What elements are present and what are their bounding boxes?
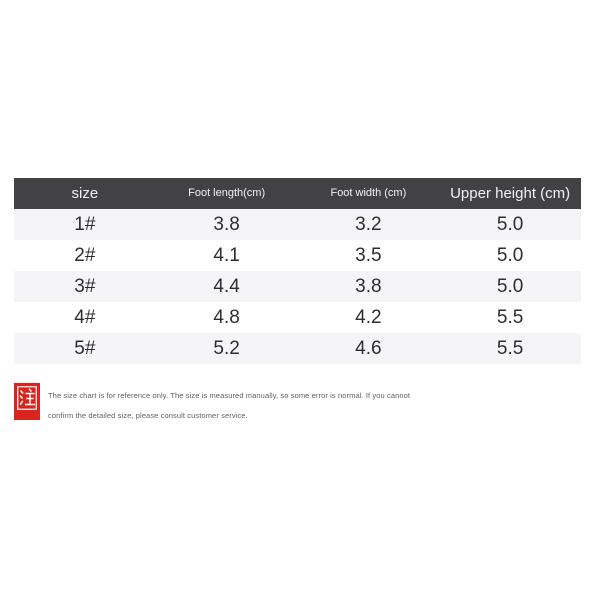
note-text: The size chart is for reference only. Th… (48, 383, 410, 426)
header-size: size (71, 185, 99, 202)
cell-upper-height: 5.0 (496, 245, 524, 266)
cell-foot-width: 3.5 (355, 245, 382, 266)
disclaimer-note: The size chart is for reference only. Th… (14, 383, 410, 426)
header-upper-height: Upper height (cm) (450, 185, 571, 202)
table-row: 1# 3.8 3.2 5.0 (14, 209, 581, 240)
table-row: 4# 4.8 4.2 5.5 (14, 302, 581, 333)
cell-foot-width: 3.8 (355, 276, 382, 297)
cell-foot-length: 4.8 (213, 307, 240, 328)
cell-foot-width: 3.2 (355, 214, 382, 235)
cell-size: 3# (74, 276, 96, 297)
table-row: 3# 4.4 3.8 5.0 (14, 271, 581, 302)
note-stamp-icon (14, 383, 40, 420)
cell-size: 5# (74, 338, 96, 359)
table-header-row: size Foot length(cm) Foot width (cm) Upp… (14, 178, 581, 209)
cell-foot-length: 4.4 (213, 276, 240, 297)
cell-size: 1# (74, 214, 96, 235)
cell-foot-width: 4.2 (355, 307, 382, 328)
header-foot-width: Foot width (cm) (330, 187, 407, 199)
cell-upper-height: 5.5 (496, 338, 524, 359)
table-row: 2# 4.1 3.5 5.0 (14, 240, 581, 271)
cell-foot-length: 3.8 (213, 214, 240, 235)
cell-upper-height: 5.0 (496, 276, 524, 297)
cell-foot-width: 4.6 (355, 338, 382, 359)
cell-foot-length: 5.2 (213, 338, 240, 359)
header-foot-length: Foot length(cm) (188, 187, 266, 199)
cell-upper-height: 5.5 (496, 307, 524, 328)
cell-foot-length: 4.1 (213, 245, 240, 266)
cell-size: 4# (74, 307, 96, 328)
cell-size: 2# (74, 245, 96, 266)
size-chart-table: size Foot length(cm) Foot width (cm) Upp… (14, 178, 581, 364)
note-line-1: The size chart is for reference only. Th… (48, 391, 411, 400)
cell-upper-height: 5.0 (496, 214, 524, 235)
note-line-2: confirm the detailed size, please consul… (48, 411, 248, 420)
table-row: 5# 5.2 4.6 5.5 (14, 333, 581, 364)
note-character-icon (17, 386, 37, 410)
